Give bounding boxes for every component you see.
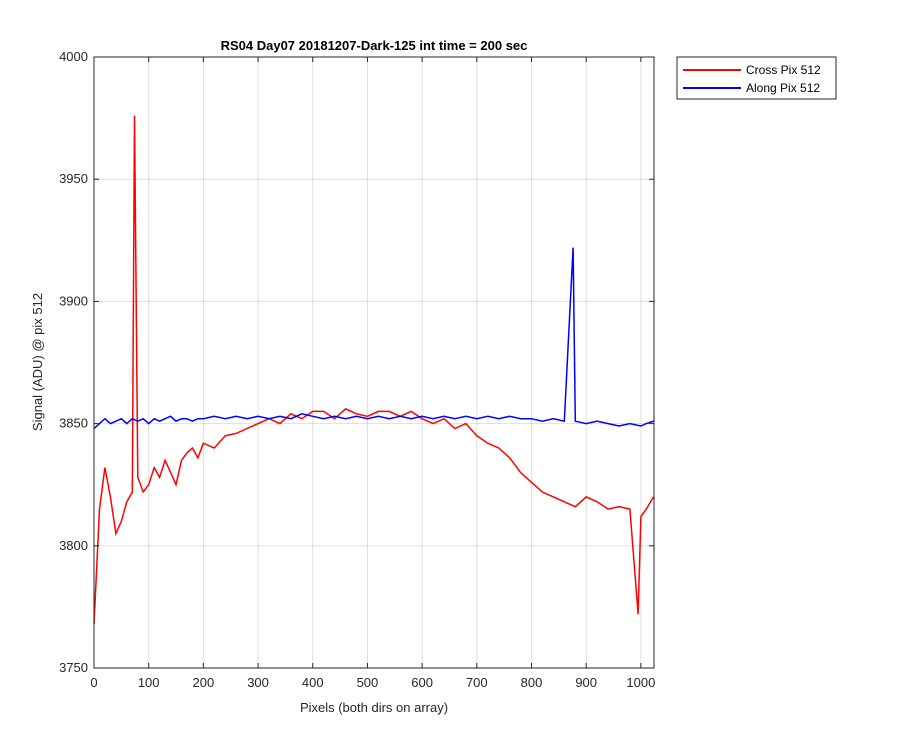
x-tick-label: 500 xyxy=(357,675,379,690)
y-axis-label: Signal (ADU) @ pix 512 xyxy=(30,293,45,431)
x-tick-label: 600 xyxy=(411,675,433,690)
plot-background xyxy=(94,57,654,668)
x-tick-label: 100 xyxy=(138,675,160,690)
series-line-0 xyxy=(93,115,655,625)
x-tick-label: 1000 xyxy=(626,675,655,690)
x-tick-label: 900 xyxy=(575,675,597,690)
legend-box xyxy=(676,56,837,100)
legend: Cross Pix 512 Along Pix 512 xyxy=(676,56,837,100)
y-tick-label: 3900 xyxy=(59,293,88,308)
x-tick-label: 700 xyxy=(466,675,488,690)
legend-label-along: Along Pix 512 xyxy=(746,81,820,95)
chart-title: RS04 Day07 20181207-Dark-125 int time = … xyxy=(221,38,528,53)
y-tick-label: 3800 xyxy=(59,538,88,553)
x-tick-label: 400 xyxy=(302,675,324,690)
legend-label-cross: Cross Pix 512 xyxy=(746,63,821,77)
y-tick-label: 3950 xyxy=(59,171,88,186)
ticks: 0 100 200 300 400 500 600 700 800 900 1000 3750 3800… xyxy=(59,49,655,690)
series-layer xyxy=(93,115,655,625)
y-tick-label: 3750 xyxy=(59,660,88,675)
y-tick-label: 4000 xyxy=(59,49,88,64)
x-tick-label: 0 xyxy=(90,675,97,690)
y-tick-label: 3850 xyxy=(59,416,88,431)
x-tick-label: 300 xyxy=(247,675,269,690)
grid xyxy=(94,57,654,668)
x-axis-label: Pixels (both dirs on array) xyxy=(300,700,448,715)
plot-frame xyxy=(93,56,655,669)
x-tick-label: 200 xyxy=(193,675,215,690)
x-tick-label: 800 xyxy=(521,675,543,690)
series-line-1 xyxy=(93,247,654,430)
